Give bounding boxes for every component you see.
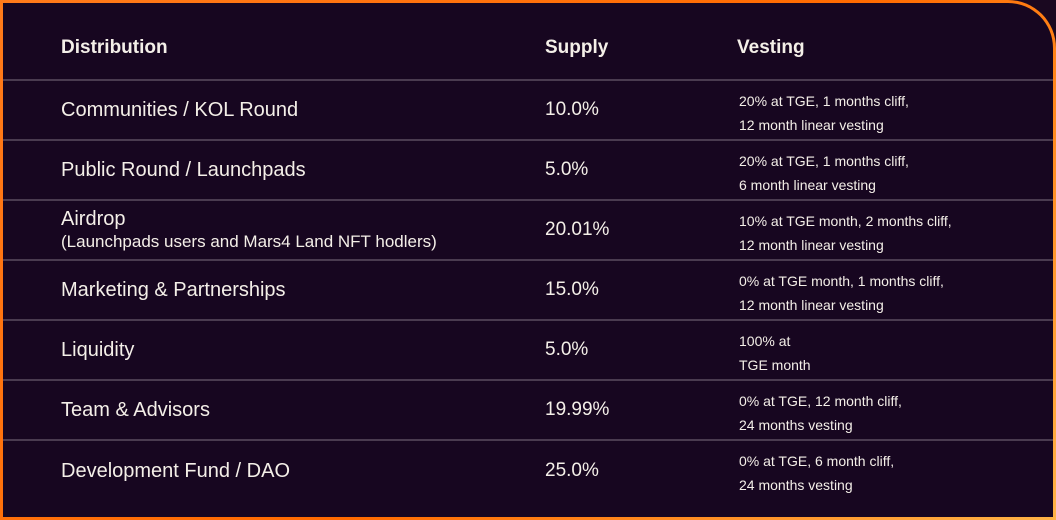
table-row: Airdrop (Launchpads users and Mars4 Land … bbox=[3, 201, 1053, 261]
vesting-line: 12 month linear vesting bbox=[739, 237, 884, 253]
table-row: Marketing & Partnerships 15.0% 0% at TGE m… bbox=[3, 261, 1053, 321]
table-row: Development Fund / DAO 25.0% 0% at TGE, 6 … bbox=[3, 441, 1053, 501]
distribution-label: Airdrop bbox=[61, 208, 126, 230]
supply-value: 15.0% bbox=[545, 279, 599, 300]
table-header: Distribution Supply Vesting bbox=[3, 3, 1053, 81]
distribution-name: Public Round / Launchpads bbox=[61, 158, 306, 182]
vesting-line: 0% at TGE month, 1 months cliff, bbox=[739, 273, 944, 289]
distribution-label: Marketing & Partnerships bbox=[61, 279, 286, 301]
distribution-name: Airdrop (Launchpads users and Mars4 Land … bbox=[61, 207, 437, 253]
header-supply: Supply bbox=[545, 37, 609, 58]
vesting-line: 10% at TGE month, 2 months cliff, bbox=[739, 213, 952, 229]
vesting-terms: 20% at TGE, 1 months cliff, 12 month line… bbox=[739, 89, 909, 137]
vesting-line: 20% at TGE, 1 months cliff, bbox=[739, 93, 909, 109]
header-vesting: Vesting bbox=[737, 37, 805, 58]
supply-value: 19.99% bbox=[545, 399, 610, 420]
vesting-line: 100% at bbox=[739, 333, 791, 349]
vesting-line: 12 month linear vesting bbox=[739, 117, 884, 133]
vesting-terms: 0% at TGE, 12 month cliff, 24 months vest… bbox=[739, 389, 902, 437]
distribution-table: Distribution Supply Vesting Communities … bbox=[3, 3, 1053, 517]
distribution-name: Marketing & Partnerships bbox=[61, 278, 286, 302]
vesting-line: 0% at TGE, 6 month cliff, bbox=[739, 453, 895, 469]
supply-value: 5.0% bbox=[545, 339, 589, 360]
vesting-line: 0% at TGE, 12 month cliff, bbox=[739, 393, 902, 409]
distribution-name: Team & Advisors bbox=[61, 398, 210, 422]
table-row: Liquidity 5.0% 100% at TGE month bbox=[3, 321, 1053, 381]
supply-value: 20.01% bbox=[545, 219, 610, 240]
distribution-sublabel: (Launchpads users and Mars4 Land NFT hod… bbox=[61, 232, 437, 251]
header-distribution: Distribution bbox=[61, 37, 168, 58]
vesting-terms: 0% at TGE, 6 month cliff, 24 months vesti… bbox=[739, 449, 894, 497]
distribution-label: Development Fund / DAO bbox=[61, 460, 290, 482]
distribution-name: Communities / KOL Round bbox=[61, 98, 298, 122]
vesting-line: TGE month bbox=[739, 357, 811, 373]
vesting-terms: 100% at TGE month bbox=[739, 329, 811, 377]
supply-value: 10.0% bbox=[545, 99, 599, 120]
distribution-label: Team & Advisors bbox=[61, 399, 210, 421]
table-row: Team & Advisors 19.99% 0% at TGE, 12 month… bbox=[3, 381, 1053, 441]
vesting-terms: 0% at TGE month, 1 months cliff, 12 month… bbox=[739, 269, 944, 317]
vesting-line: 24 months vesting bbox=[739, 477, 853, 493]
vesting-line: 6 month linear vesting bbox=[739, 177, 876, 193]
distribution-name: Liquidity bbox=[61, 338, 134, 362]
table-row: Communities / KOL Round 10.0% 20% at TGE, … bbox=[3, 81, 1053, 141]
distribution-label: Liquidity bbox=[61, 339, 135, 361]
distribution-label: Public Round / Launchpads bbox=[61, 159, 306, 181]
vesting-terms: 10% at TGE month, 2 months cliff, 12 mont… bbox=[739, 209, 952, 257]
supply-value: 25.0% bbox=[545, 460, 599, 481]
vesting-terms: 20% at TGE, 1 months cliff, 6 month linea… bbox=[739, 149, 909, 197]
distribution-label: Communities / KOL Round bbox=[61, 99, 299, 121]
vesting-line: 24 months vesting bbox=[739, 417, 853, 433]
vesting-line: 20% at TGE, 1 months cliff, bbox=[739, 153, 909, 169]
distribution-name: Development Fund / DAO bbox=[61, 459, 290, 483]
vesting-line: 12 month linear vesting bbox=[739, 297, 884, 313]
table-row: Public Round / Launchpads 5.0% 20% at TGE,… bbox=[3, 141, 1053, 201]
supply-value: 5.0% bbox=[545, 159, 589, 180]
